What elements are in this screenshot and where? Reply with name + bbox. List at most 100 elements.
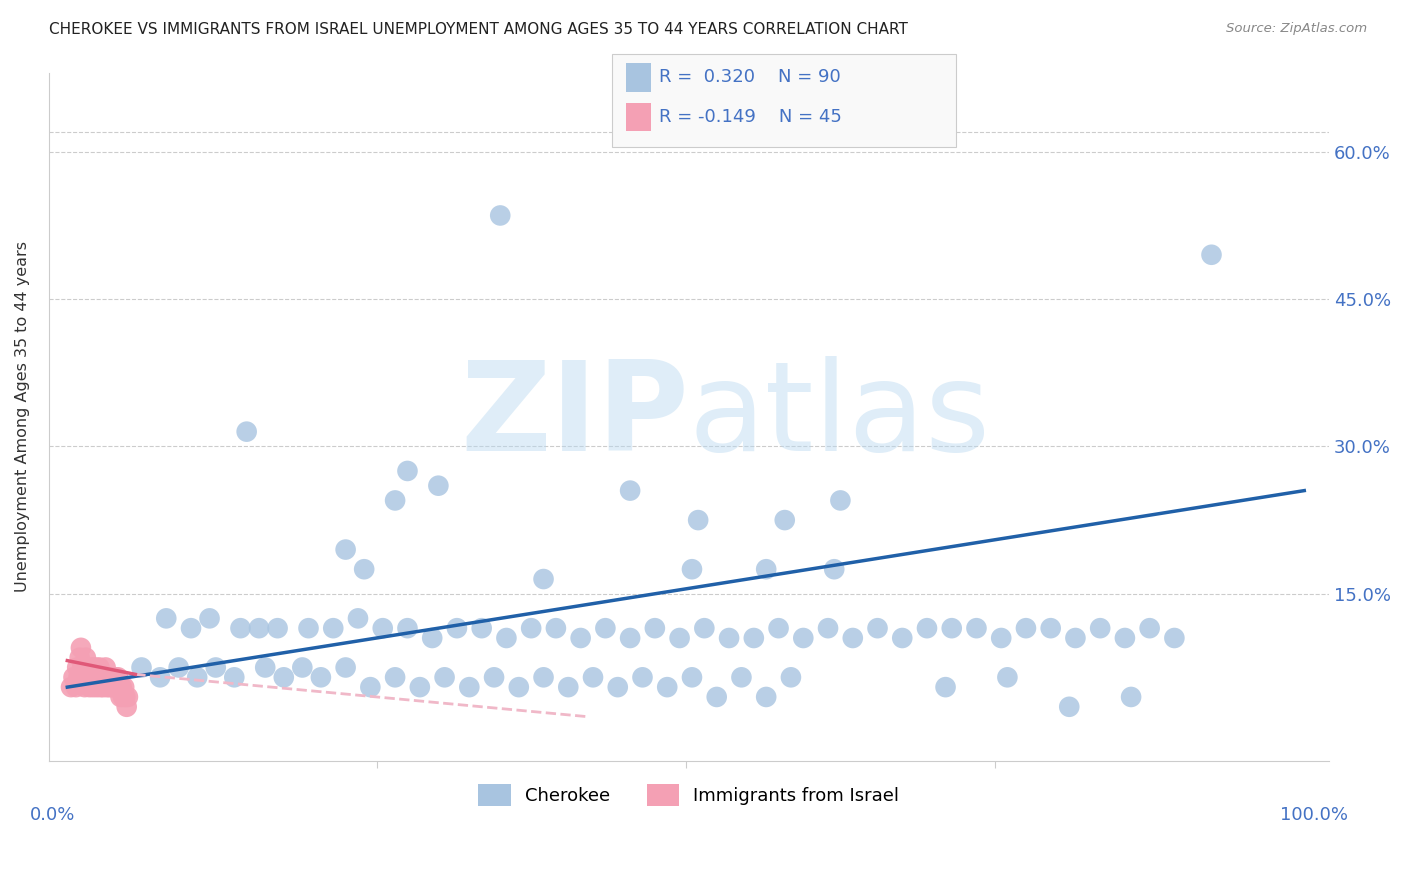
Point — [247, 621, 270, 635]
Point — [644, 621, 666, 635]
Point — [94, 660, 117, 674]
Point — [866, 621, 889, 635]
Point — [595, 621, 617, 635]
Point — [204, 660, 226, 674]
Point — [100, 670, 122, 684]
Point — [742, 631, 765, 645]
Point — [107, 670, 129, 684]
Point — [544, 621, 567, 635]
Point — [62, 670, 84, 684]
Y-axis label: Unemployment Among Ages 35 to 44 years: Unemployment Among Ages 35 to 44 years — [15, 242, 30, 592]
Point — [830, 493, 852, 508]
Point — [266, 621, 288, 635]
Point — [997, 670, 1019, 684]
Point — [990, 631, 1012, 645]
Point — [1039, 621, 1062, 635]
Point — [76, 660, 98, 674]
Point — [89, 660, 111, 674]
Point — [915, 621, 938, 635]
Point — [112, 680, 135, 694]
Point — [111, 680, 134, 694]
Point — [1064, 631, 1087, 645]
Text: R = -0.149    N = 45: R = -0.149 N = 45 — [659, 108, 842, 126]
Point — [79, 680, 101, 694]
Text: CHEROKEE VS IMMIGRANTS FROM ISRAEL UNEMPLOYMENT AMONG AGES 35 TO 44 YEARS CORREL: CHEROKEE VS IMMIGRANTS FROM ISRAEL UNEMP… — [49, 22, 908, 37]
Point — [353, 562, 375, 576]
Text: ZIP: ZIP — [460, 357, 689, 477]
Point — [87, 670, 110, 684]
Point — [420, 631, 443, 645]
Point — [70, 660, 93, 674]
Point — [186, 670, 208, 684]
Point — [681, 670, 703, 684]
Point — [84, 660, 107, 674]
Point — [93, 670, 115, 684]
Point — [114, 690, 136, 704]
Point — [105, 680, 128, 694]
Point — [110, 690, 132, 704]
Point — [495, 631, 517, 645]
Point — [446, 621, 468, 635]
Point — [396, 621, 419, 635]
Point — [427, 478, 450, 492]
Point — [115, 699, 138, 714]
Point — [433, 670, 456, 684]
Text: 100.0%: 100.0% — [1281, 805, 1348, 823]
Point — [489, 209, 512, 223]
Point — [67, 670, 90, 684]
Point — [101, 670, 124, 684]
Point — [619, 483, 641, 498]
Point — [65, 680, 87, 694]
Point — [108, 680, 131, 694]
Point — [619, 631, 641, 645]
Point — [1201, 248, 1223, 262]
Point — [235, 425, 257, 439]
Point — [569, 631, 592, 645]
Point — [396, 464, 419, 478]
Point — [941, 621, 963, 635]
Point — [471, 621, 494, 635]
Point — [69, 650, 91, 665]
Point — [180, 621, 202, 635]
Point — [668, 631, 690, 645]
Point — [167, 660, 190, 674]
Point — [77, 670, 100, 684]
Point — [1114, 631, 1136, 645]
Point — [335, 660, 357, 674]
Point — [755, 562, 778, 576]
Point — [273, 670, 295, 684]
Point — [80, 670, 103, 684]
Point — [72, 670, 94, 684]
Point — [730, 670, 752, 684]
Point — [755, 690, 778, 704]
Point — [891, 631, 914, 645]
Point — [384, 493, 406, 508]
Point — [103, 680, 125, 694]
Point — [322, 621, 344, 635]
Point — [520, 621, 543, 635]
Point — [73, 680, 96, 694]
Point — [97, 670, 120, 684]
Point — [297, 621, 319, 635]
Point — [359, 680, 381, 694]
Point — [70, 640, 93, 655]
Point — [718, 631, 741, 645]
Text: Source: ZipAtlas.com: Source: ZipAtlas.com — [1226, 22, 1367, 36]
Text: R =  0.320    N = 90: R = 0.320 N = 90 — [659, 68, 841, 86]
Point — [131, 660, 153, 674]
Point — [66, 660, 89, 674]
Point — [60, 680, 83, 694]
Point — [823, 562, 845, 576]
Point — [1119, 690, 1142, 704]
Point — [80, 660, 103, 674]
Point — [82, 680, 104, 694]
Point — [291, 660, 314, 674]
Point — [482, 670, 505, 684]
Point — [533, 572, 555, 586]
Point — [254, 660, 277, 674]
Point — [533, 670, 555, 684]
Point — [508, 680, 530, 694]
Point — [780, 670, 803, 684]
Point — [966, 621, 988, 635]
Point — [371, 621, 394, 635]
